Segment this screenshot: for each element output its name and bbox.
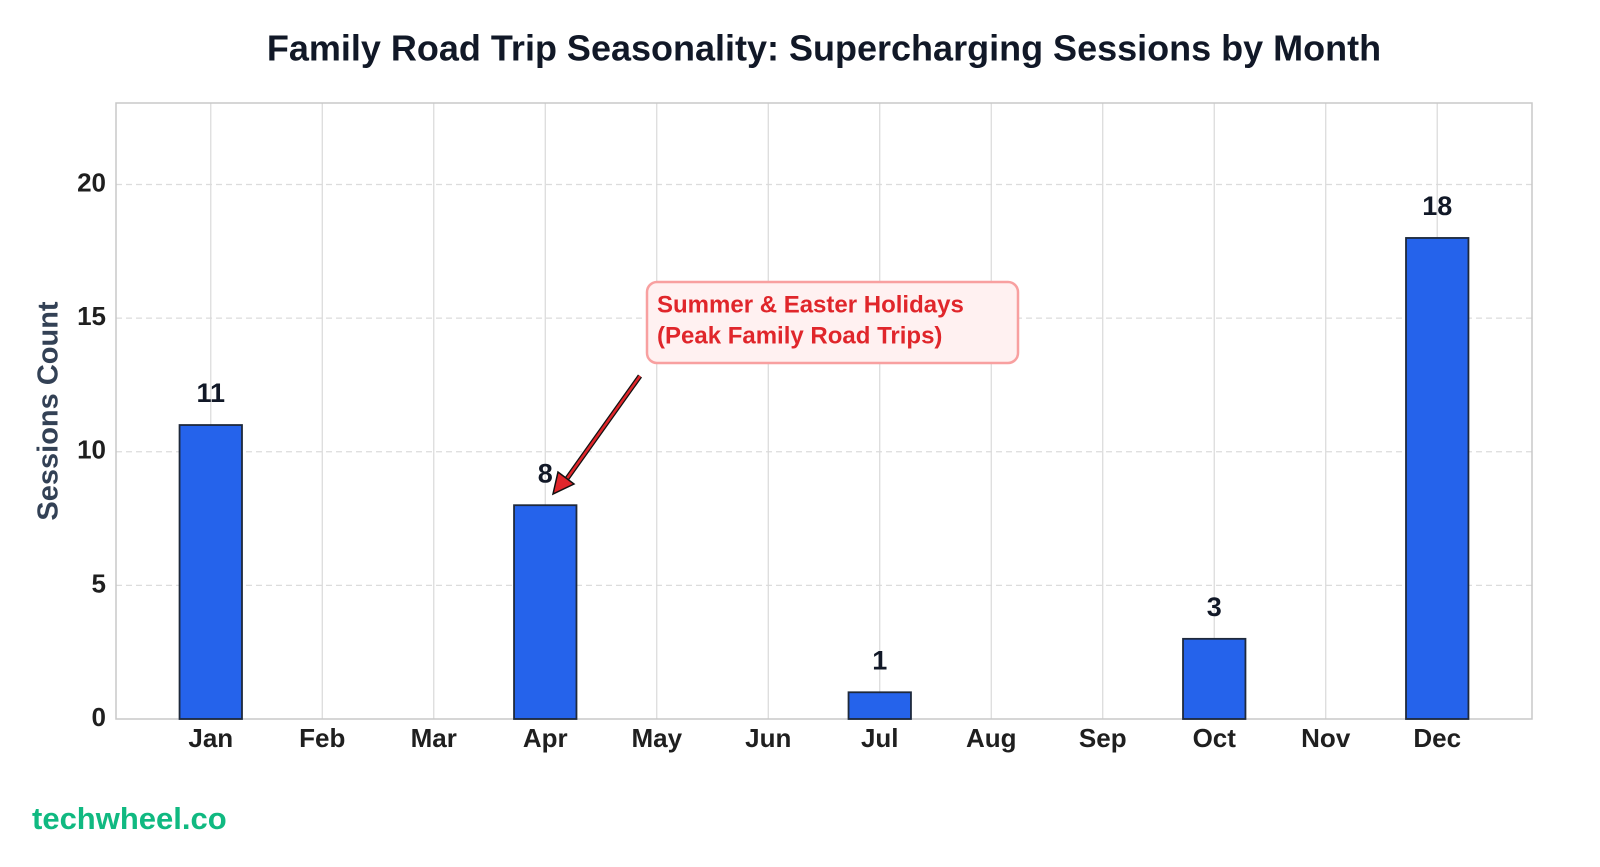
plot-frame: [115, 102, 1533, 720]
annotation-text: (Peak Family Road Trips): [657, 322, 942, 349]
x-tick-label: Dec: [1413, 723, 1461, 753]
arrow-shaft: [564, 375, 642, 481]
annotation-text: Summer & Easter Holidays: [657, 291, 964, 318]
x-tick-label: May: [631, 723, 682, 753]
bar: [847, 691, 912, 720]
x-tick-label: Aug: [966, 723, 1017, 753]
x-tick-label: Nov: [1301, 723, 1351, 753]
value-label: 18: [1422, 191, 1452, 221]
x-tick-label: Oct: [1193, 723, 1237, 753]
y-axis-label: Sessions Count: [33, 301, 65, 520]
y-tick-label: 5: [92, 568, 106, 598]
bar: [1405, 237, 1470, 720]
y-tick-label: 20: [77, 167, 106, 197]
plot-area: 0 5 10 15 20 Jan 11 Feb Mar Apr 8 May Jun Jul 1 Aug Sep O…: [77, 102, 1533, 753]
y-tick-label: 15: [77, 301, 106, 331]
bar: [178, 424, 243, 720]
watermark: techwheel.co: [32, 801, 227, 836]
x-tick-label: Jun: [745, 723, 791, 753]
value-label: 11: [196, 378, 225, 408]
arrow-head: [551, 470, 576, 496]
chart-title: Family Road Trip Seasonality: Supercharg…: [267, 28, 1381, 69]
value-label: 3: [1207, 592, 1222, 622]
annotation: Summer & Easter Holidays (Peak Family Ro…: [551, 280, 1020, 496]
annotation-box: [645, 280, 1020, 365]
x-tick-label: Jan: [188, 723, 233, 753]
value-label: 1: [872, 645, 887, 675]
x-tick-label: Feb: [299, 723, 345, 753]
y-tick-label: 10: [77, 435, 106, 465]
bar: [513, 504, 578, 720]
bar: [1182, 637, 1247, 720]
x-tick-label: Apr: [523, 723, 568, 753]
x-tick-label: Jul: [861, 723, 899, 753]
value-label: 8: [538, 458, 553, 488]
x-tick-label: Mar: [411, 723, 457, 753]
y-tick-label: 0: [92, 702, 106, 732]
x-tick-label: Sep: [1079, 723, 1127, 753]
